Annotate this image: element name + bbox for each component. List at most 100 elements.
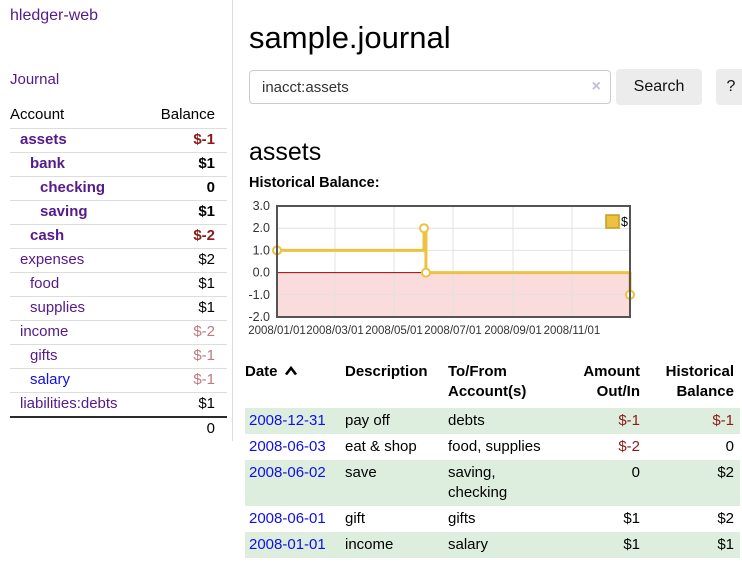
account-row: checking 0 — [10, 176, 227, 201]
account-row: cash $-2 — [10, 224, 227, 249]
transaction-accounts-cell: saving, checking — [448, 464, 508, 501]
register-table: Date Description To/From Account(s) Amou… — [245, 360, 740, 558]
transaction-balance-cell: $2 — [717, 510, 734, 527]
account-link[interactable]: supplies — [30, 299, 86, 316]
legend-label: $ — [621, 215, 628, 229]
register-table-header: Date Description To/From Account(s) Amou… — [245, 360, 740, 408]
help-button[interactable]: ? — [716, 69, 742, 105]
table-row: 2008-12-31 pay off debts $-1 $-1 — [245, 408, 740, 434]
x-axis-tick-label: 2008/01/01 — [248, 325, 306, 337]
account-link[interactable]: cash — [30, 227, 65, 244]
account-link[interactable]: gifts — [30, 347, 58, 364]
account-link[interactable]: saving — [40, 203, 88, 220]
y-axis-tick-label: 2.0 — [253, 221, 270, 235]
table-row: 2008-06-01 gift gifts $1 $2 — [245, 506, 740, 532]
table-row: 2008-06-03 eat & shop food, supplies $-2 0 — [245, 434, 740, 460]
x-axis-tick-label: 2008/11/01 — [544, 325, 601, 337]
data-point-marker — [420, 267, 431, 278]
account-row: food $1 — [10, 272, 227, 297]
account-balance: $1 — [144, 272, 227, 297]
plot-border — [276, 205, 631, 318]
accounts-header-account: Account — [10, 106, 65, 123]
account-balance: $1 — [144, 200, 227, 225]
legend-swatch — [605, 214, 620, 229]
register-header-accounts: To/From Account(s) — [448, 363, 527, 400]
transaction-accounts-cell: salary — [448, 536, 489, 553]
account-link[interactable]: income — [20, 323, 69, 340]
transaction-description-cell: gift — [345, 510, 366, 527]
transaction-description-cell: eat & shop — [345, 438, 417, 455]
account-balance: $-1 — [144, 368, 227, 393]
search-button[interactable]: Search — [616, 69, 702, 105]
date-link[interactable]: 2008-06-03 — [249, 438, 326, 455]
transaction-date-cell: 2008-01-01 — [245, 532, 345, 558]
account-link[interactable]: bank — [30, 155, 66, 172]
register-header-amount: Amount Out/In — [583, 363, 640, 400]
sidebar-item-journal[interactable]: Journal — [10, 71, 60, 88]
x-axis-tick-label: 2008/05/01 — [365, 325, 423, 337]
transaction-date-cell: 2008-12-31 — [245, 408, 345, 434]
date-link[interactable]: 2008-12-31 — [249, 412, 326, 429]
chart-title: Historical Balance: — [249, 175, 380, 191]
account-link[interactable]: food — [30, 275, 60, 292]
table-row: 2008-06-02 save saving, checking 0 $2 — [245, 460, 740, 506]
account-link[interactable]: assets — [20, 131, 67, 148]
search-input[interactable] — [249, 70, 611, 104]
accounts-header-balance: Balance — [160, 106, 215, 123]
account-row: saving $1 — [10, 200, 227, 225]
y-axis-tick-label: -2.0 — [248, 310, 270, 324]
x-axis-tick-label: 2008/09/01 — [484, 325, 542, 337]
page-title: sample.journal — [249, 19, 451, 55]
account-row: bank $1 — [10, 152, 227, 177]
account-row: supplies $1 — [10, 296, 227, 321]
account-link[interactable]: liabilities:debts — [20, 395, 118, 412]
transaction-accounts-cell: food, supplies — [448, 438, 541, 455]
account-row: gifts $-1 — [10, 344, 227, 369]
x-axis-tick-label: 2008/07/01 — [424, 325, 482, 337]
x-axis-tick-label: 2008/03/01 — [306, 325, 364, 337]
transaction-balance-cell: $-1 — [712, 412, 734, 429]
register-table-body: 2008-12-31 pay off debts $-1 $-1 2008-06-03 ea… — [245, 408, 740, 558]
account-row: assets $-1 — [10, 128, 227, 153]
account-balance: $2 — [144, 248, 227, 273]
account-balance: $-2 — [144, 224, 227, 249]
account-link[interactable]: salary — [30, 371, 71, 388]
transaction-balance-cell: $1 — [717, 536, 734, 553]
account-balance: $-1 — [144, 128, 227, 153]
sidebar: hledger-web Journal Account Balance asse… — [0, 0, 233, 441]
date-link[interactable]: 2008-01-01 — [249, 536, 326, 553]
transaction-amount-cell: $1 — [623, 536, 640, 553]
accounts-table: Account Balance assets $-1 bank $1 checking 0… — [10, 103, 227, 441]
account-balance: $1 — [144, 392, 227, 417]
date-link[interactable]: 2008-06-01 — [249, 510, 326, 527]
accounts-table-body: assets $-1 bank $1 checking 0 saving $1 cash $-2 e… — [10, 128, 227, 417]
app-brand-link[interactable]: hledger-web — [10, 7, 99, 24]
account-row: salary $-1 — [10, 368, 227, 393]
accounts-total-row: 0 — [10, 416, 227, 441]
register-header-balance: Historical Balance — [665, 363, 734, 400]
date-link[interactable]: 2008-06-02 — [249, 464, 326, 481]
register-header-description: Description — [345, 363, 428, 380]
account-link[interactable]: checking — [40, 179, 106, 196]
account-balance: $1 — [144, 296, 227, 321]
account-balance: 0 — [144, 176, 227, 201]
clear-search-icon[interactable]: × — [591, 78, 601, 95]
account-balance: $1 — [144, 152, 227, 177]
transaction-amount-cell: 0 — [631, 464, 640, 481]
account-link[interactable]: expenses — [20, 251, 85, 268]
transaction-date-cell: 2008-06-02 — [245, 460, 345, 506]
transaction-description-cell: save — [345, 464, 377, 481]
account-row: liabilities:debts $1 — [10, 392, 227, 417]
transaction-date-cell: 2008-06-01 — [245, 506, 345, 532]
transaction-balance-cell: $2 — [717, 464, 734, 481]
transaction-amount-cell: $-1 — [618, 412, 640, 429]
account-row: expenses $2 — [10, 248, 227, 273]
transaction-balance-cell: 0 — [725, 438, 734, 455]
transaction-amount-cell: $-2 — [618, 438, 640, 455]
data-point-marker — [419, 223, 430, 234]
register-header-date[interactable]: Date — [245, 360, 345, 408]
transaction-accounts-cell: debts — [448, 412, 485, 429]
account-balance: $-2 — [144, 320, 227, 345]
transaction-accounts-cell: gifts — [448, 510, 476, 527]
accounts-total-value: 0 — [144, 416, 227, 441]
